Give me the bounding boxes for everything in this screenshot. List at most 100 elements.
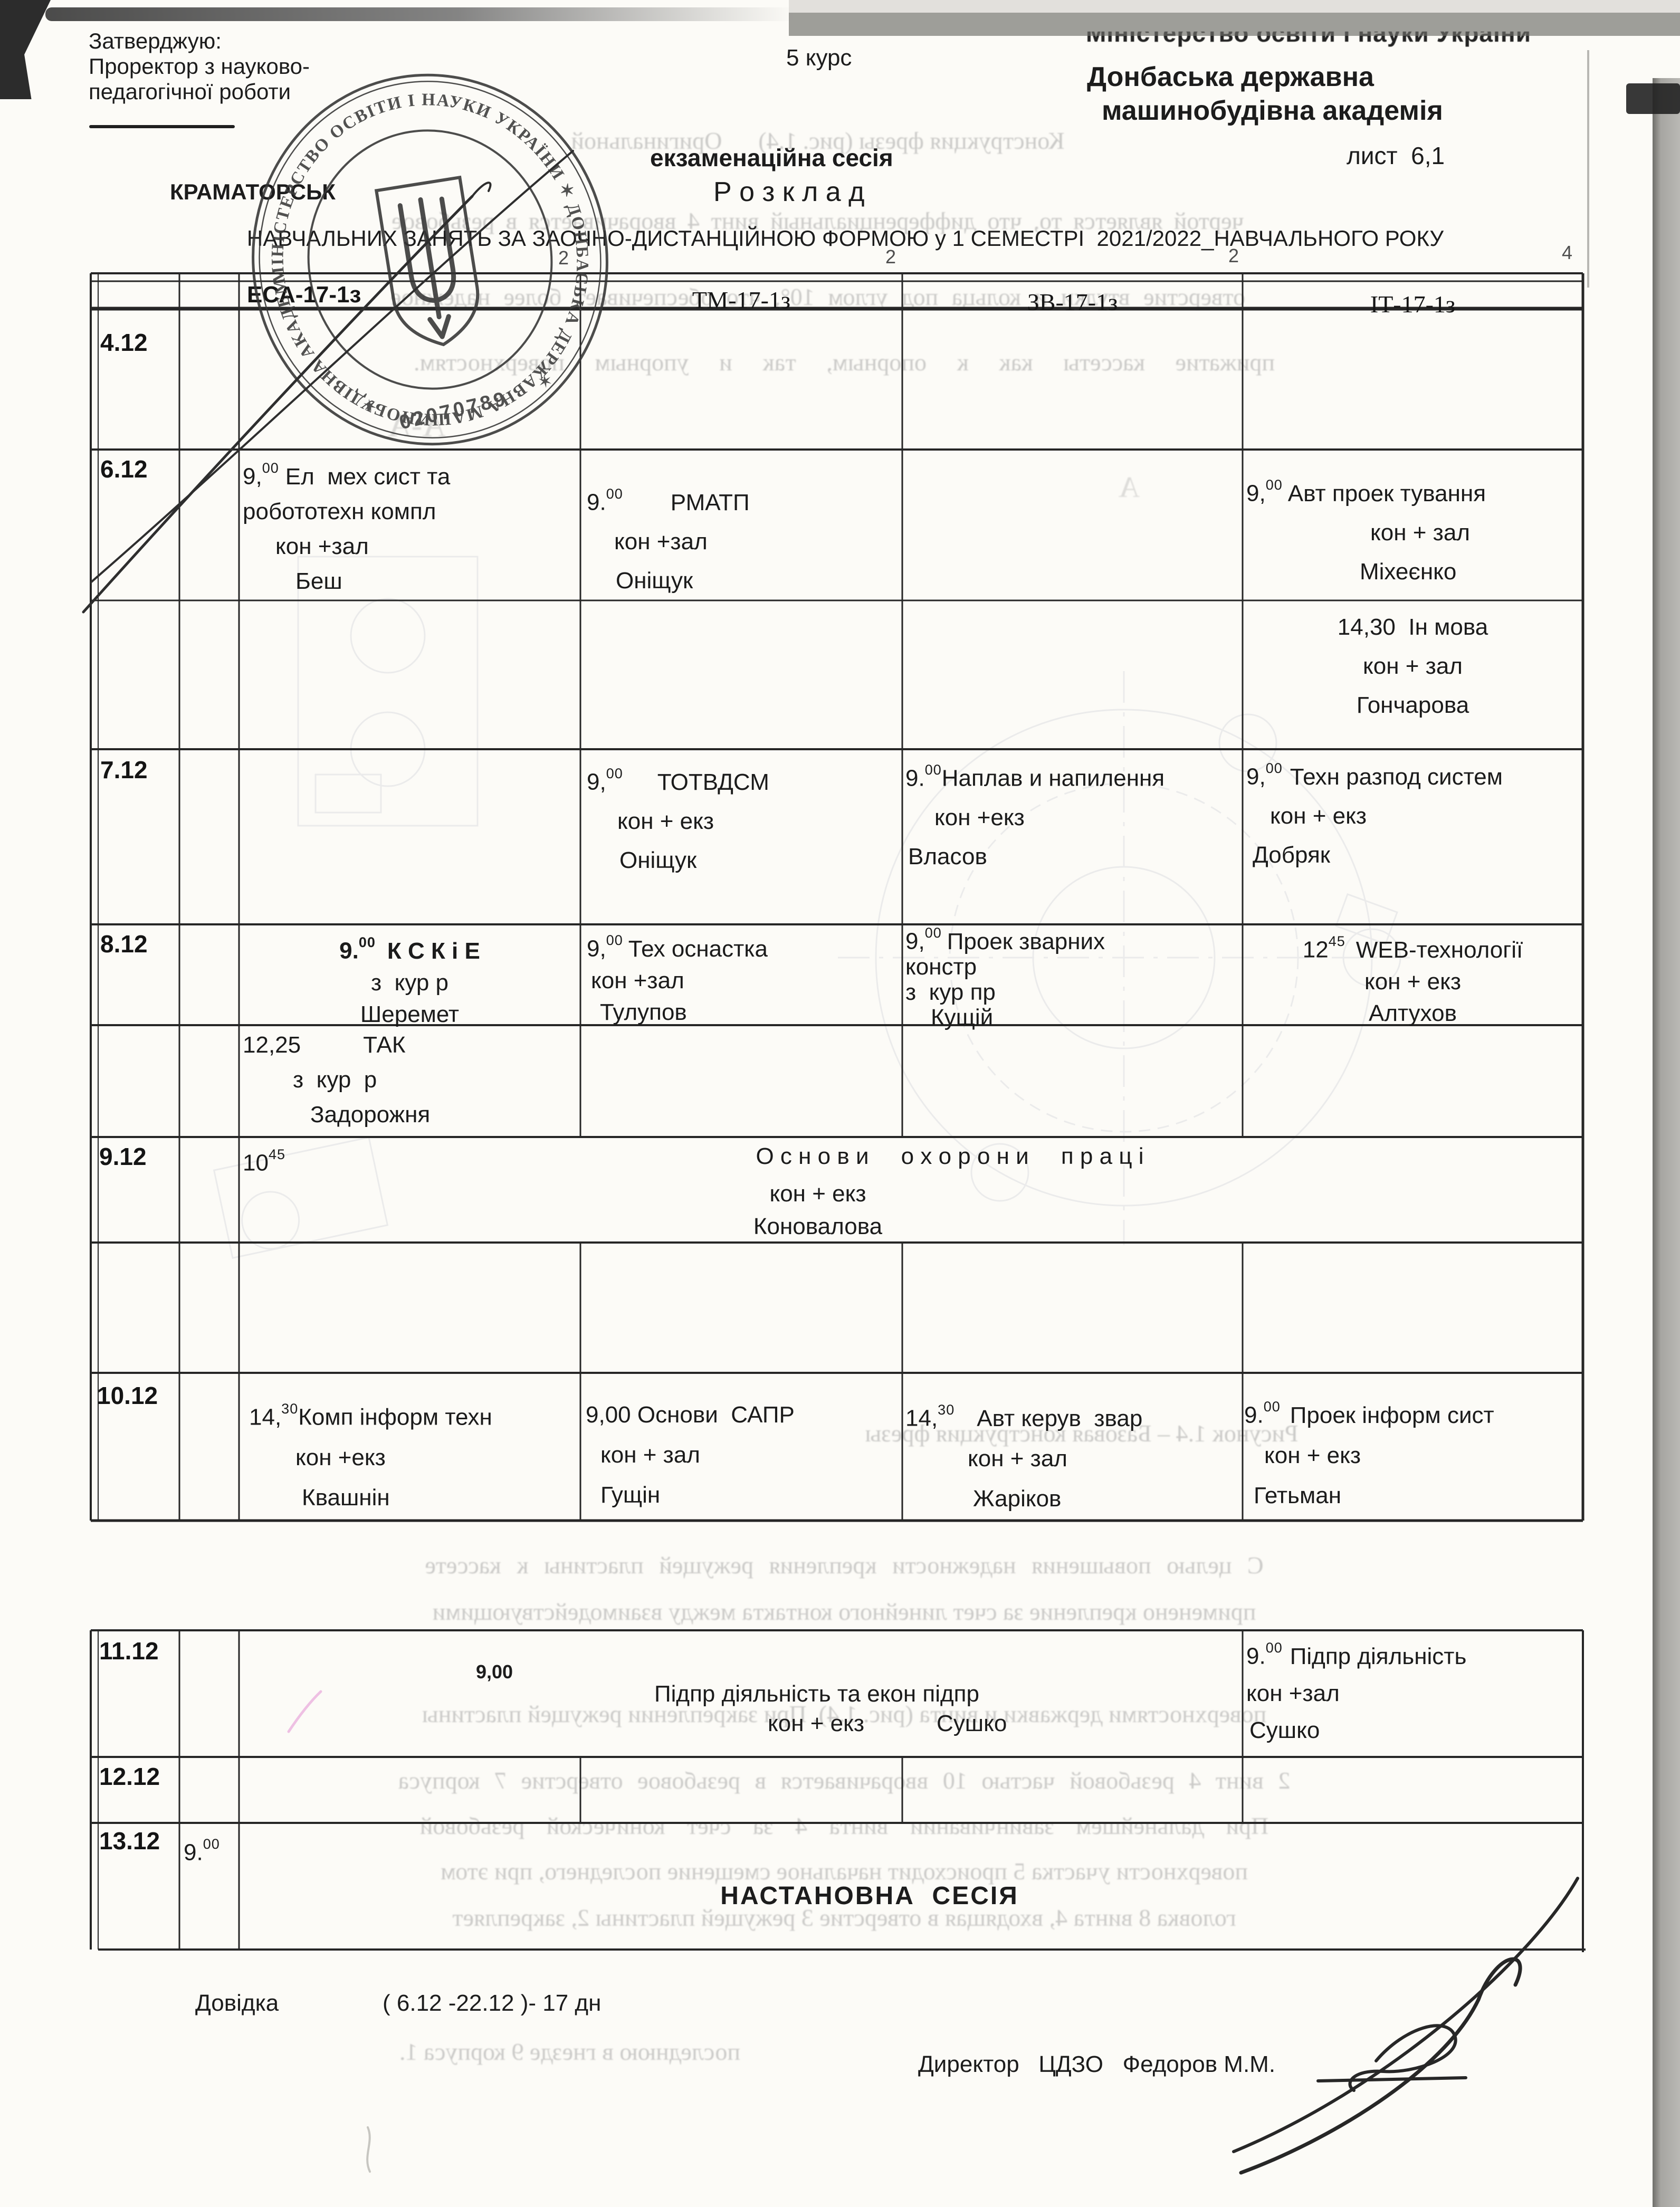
cell-line: О с н о в и о х о р о н и п р а ц і xyxy=(756,1143,1144,1169)
svg-text:✶: ✶ xyxy=(361,395,379,417)
cell-line: Жаріков xyxy=(973,1485,1062,1512)
cell-812-eca: 9.00 К С К і Е з кур р Шеремет xyxy=(239,930,580,1030)
cell-line: Оніщук xyxy=(619,847,697,873)
cell-line: Оніщук xyxy=(616,567,693,594)
cell-line: Сушко xyxy=(1249,1717,1320,1743)
cell-1112-time: 9,00 xyxy=(476,1661,513,1683)
cell-812-tm: 9,00 Тех оснастка кон +зал Тулупов xyxy=(587,928,893,1028)
page-title: Р о з к л а д xyxy=(713,177,865,207)
cell-812b-eca: 12,25 ТАК з кур р Задорожня xyxy=(243,1028,580,1132)
group-header-zv: ЗВ-17-1з xyxy=(1027,289,1118,316)
cell-line: Тулупов xyxy=(600,999,687,1025)
date-label: 6.12 xyxy=(100,455,148,483)
sheet-label: лист 6,1 xyxy=(1347,142,1445,169)
pencil-mark: 2 xyxy=(1228,245,1239,266)
cell-1012-eca: 14,30Комп інформ техн кон +екз Квашнін xyxy=(249,1392,579,1518)
cell-912-span: кон + екз Коновалова xyxy=(528,1178,1108,1243)
scan-top-band xyxy=(789,13,1680,36)
scan-right-blob xyxy=(1626,83,1680,114)
cell-912-span: О с н о в и о х о р о н и п р а ц і xyxy=(501,1141,1398,1172)
group-header-tm: ТМ-17-1з xyxy=(692,286,791,313)
cell-line: 9.00 К С К і Е xyxy=(339,934,480,964)
cell-812-it: 1245 WEB-технології кон + екз Алтухов xyxy=(1243,929,1583,1029)
cell-line: Міхеєнко xyxy=(1360,558,1457,585)
pencil-mark: 2 xyxy=(558,247,569,269)
cell-line: Гущін xyxy=(600,1482,661,1508)
approval-line: педагогічної роботи xyxy=(89,79,291,104)
cell-line: Добряк xyxy=(1253,842,1331,868)
approval-line: Проректор з науково- xyxy=(89,54,310,79)
cell-line: кон + екз xyxy=(1364,968,1462,995)
cell-912-time: 1045 xyxy=(243,1139,285,1182)
cell-line: 9.00Наплав и напилення xyxy=(905,762,1165,791)
scan-top-band xyxy=(789,0,1680,13)
cell-line: кон +зал xyxy=(614,528,708,555)
cell-line: 9.00 Підпр діяльність xyxy=(1246,1640,1467,1669)
cell-612-tm: 9.00 РМАТП кон +зал Оніщук xyxy=(587,477,893,600)
scan-crease-line xyxy=(1587,50,1589,288)
cell-1112-it: 9.00 Підпр діяльність кон +зал Сушко xyxy=(1246,1632,1579,1749)
cell-line: з кур р xyxy=(370,969,449,996)
cell-line: кон + екз xyxy=(1270,802,1367,829)
cell-612b-it: 14,30 Ін мова кон + зал Гончарова xyxy=(1243,608,1583,725)
cell-line: кон +екз xyxy=(934,804,1025,830)
date-label: 7.12 xyxy=(100,756,148,784)
session-label: екзаменаційна сесія xyxy=(650,144,893,171)
cell-line: 14,30 Авт керув звар xyxy=(905,1402,1143,1431)
director-line: Директор ЦДЗО Федоров М.М. xyxy=(918,2051,1276,2077)
cell-line: Алтухов xyxy=(1368,1000,1457,1026)
official-stamp: МІНІСТЕРСТВО ОСВІТИ І НАУКИ УКРАЇНИ ✶ ДО… xyxy=(222,49,616,461)
cell-line: 14,30 Ін мова xyxy=(1337,614,1488,640)
cell-612-it: 9,00 Авт проек тування кон + зал Міхеєнко xyxy=(1246,469,1579,591)
cell-line: 9.00 РМАТП xyxy=(587,486,750,515)
group-header-it: ІТ-17-1з xyxy=(1370,291,1456,318)
cell-line: 1045 xyxy=(243,1147,285,1176)
cell-line: констр xyxy=(905,953,977,980)
cell-1112-span-line: Сушко xyxy=(937,1711,1007,1736)
cell-1012-tm: 9,00 Основи САПР кон + зал Гущін xyxy=(586,1395,897,1515)
cell-line: з кур пр xyxy=(905,979,996,1005)
cell-line: кон + зал xyxy=(1370,519,1470,546)
cell-line: з кур р xyxy=(293,1067,377,1093)
cell-line: кон +зал xyxy=(591,967,684,993)
date-label: 12.12 xyxy=(99,1763,160,1790)
cell-line: кон + екз xyxy=(617,808,714,834)
cell-1112-span: Підпр діяльність та екон підпр xyxy=(654,1677,1129,1712)
approval-line: Затверджую: xyxy=(89,28,222,53)
cell-line: 9,00 Проек зварних xyxy=(905,925,1105,954)
date-label: 13.12 xyxy=(99,1827,160,1855)
cell-1012-it: 9.00 Проек інформ сист кон + екз Гетьман xyxy=(1244,1390,1579,1516)
cell-812-zv: 9,00 Проек зварних констр з кур пр Кущій xyxy=(905,923,1233,1030)
course-label: 5 курс xyxy=(786,45,852,71)
academy-name: Донбаська державна xyxy=(1087,62,1374,92)
page-subtitle: НАВЧАЛЬНИХ ЗАНЯТЬ ЗА ЗАОЧНО-ДИСТАНЦІЙНОЮ… xyxy=(246,226,1444,251)
scan-top-strip xyxy=(45,7,795,21)
cell-line: кон + зал xyxy=(968,1445,1067,1472)
date-label: 11.12 xyxy=(99,1637,159,1665)
cell-line: кон + екз xyxy=(1264,1442,1361,1468)
date-label: 4.12 xyxy=(100,329,148,356)
cell-line: 9,00 Тех оснастка xyxy=(587,932,768,962)
cell-line: кон + зал xyxy=(1363,653,1463,679)
pencil-mark: 4 xyxy=(1562,242,1573,263)
cell-712-zv: 9.00Наплав и напилення кон +екз Власов xyxy=(905,753,1238,876)
cell-712-tm: 9,00 ТОТВДСМ кон + екз Оніщук xyxy=(587,757,893,880)
cell-line: 9,00 Авт проек тування xyxy=(1246,477,1486,507)
cell-line: кон +екз xyxy=(295,1444,386,1470)
cell-line: 9,00 ТОТВДСМ xyxy=(587,766,769,795)
cell-line: 1245 WEB-технології xyxy=(1302,933,1523,963)
pencil-mark: 2 xyxy=(885,246,896,267)
group-header-eca: ЕСА-17-1з xyxy=(247,282,361,308)
reference-value: ( 6.12 -22.12 )- 17 дн xyxy=(383,1990,602,2016)
cell-line: 9,00 Основи САПР xyxy=(586,1402,795,1428)
cell-line: Власов xyxy=(908,843,987,870)
cell-line: Шеремет xyxy=(360,1001,460,1027)
cell-line: Підпр діяльність та екон підпр xyxy=(654,1681,979,1707)
academy-name: машинобудівна академія xyxy=(1102,95,1443,126)
scan-right-band xyxy=(1653,78,1680,2207)
cell-line: 9.00 Проек інформ сист xyxy=(1244,1399,1494,1428)
cell-line: Задорожня xyxy=(310,1102,431,1128)
